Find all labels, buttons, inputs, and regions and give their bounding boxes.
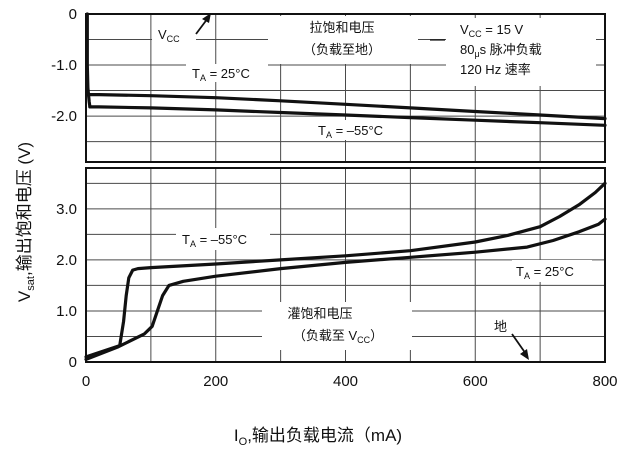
x-tick-label: 400 <box>333 373 358 390</box>
y-axis-title: Vsat,输出饱和电压 (V) <box>15 142 37 302</box>
top-panel-title-line: （负载至地） <box>303 42 381 57</box>
vcc-arrow-head <box>202 13 211 23</box>
bottom-panel-title-line: 灌饱和电压 <box>287 306 352 321</box>
annotations: 拉饱和电压 （负载至地） VCC = 15 V 80μs 脉冲负载 120 Hz 速率 V… <box>152 13 596 360</box>
top-title-backdrop <box>268 16 418 64</box>
bottom-y-tick-label: 1.0 <box>56 303 77 320</box>
bottom-series-ta-55-c <box>84 181 607 359</box>
top-y-tick-label: -1.0 <box>51 57 77 74</box>
top-y-tick-label: -2.0 <box>51 108 77 125</box>
bottom-55c-label-backdrop <box>176 228 270 250</box>
bottom-series-label-minus55c: TA = –55°C <box>182 232 247 249</box>
ground-arrow-head <box>520 349 529 360</box>
bottom-panel-title-line: （负载至 VCC） <box>293 328 383 345</box>
top-series-label-25c: TA = 25°C <box>192 66 250 83</box>
bottom-title-backdrop <box>262 302 412 350</box>
tick-labels: 0 -1.0 -2.0 0 1.0 2.0 3.0 0 200 400 600 800 <box>51 6 617 390</box>
conditions-backdrop <box>446 18 596 86</box>
bottom-y-tick-label: 2.0 <box>56 252 77 269</box>
top-series-startup <box>85 12 92 109</box>
ground-arrow-shaft <box>511 333 527 355</box>
panel-frames <box>85 13 606 363</box>
test-condition: VCC = 15 V <box>460 22 524 39</box>
bottom-series-ta-25-c <box>84 217 607 361</box>
test-condition: 80μs 脉冲负载 <box>460 42 542 59</box>
x-tick-label: 600 <box>463 373 488 390</box>
top-panel-frame <box>85 13 606 163</box>
top-25c-label-backdrop <box>186 64 268 82</box>
bottom-panel-frame <box>85 167 606 363</box>
top-55c-label-backdrop <box>312 120 404 140</box>
bottom-series-label-25c: TA = 25°C <box>516 264 574 281</box>
ground-marker-label: 地 <box>494 319 507 334</box>
top-panel-title-line: 拉饱和电压 <box>309 20 374 35</box>
bottom-25c-label-backdrop <box>512 260 592 282</box>
x-tick-label: 0 <box>82 373 90 390</box>
top-series-ta-55-c <box>88 105 607 127</box>
bottom-y-tick-label: 3.0 <box>56 201 77 218</box>
vcc-marker-backdrop <box>152 22 196 44</box>
x-tick-label: 800 <box>592 373 617 390</box>
x-tick-label: 200 <box>203 373 228 390</box>
top-y-tick-label: 0 <box>69 6 77 23</box>
bottom-y-tick-label: 0 <box>69 354 77 371</box>
test-condition: 120 Hz 速率 <box>460 62 531 77</box>
top-series-ta-25-c <box>88 92 607 121</box>
x-axis-title: IO,输出负载电流（mA) <box>234 426 402 448</box>
curves <box>84 12 607 361</box>
vcc-marker-label: VCC <box>158 27 180 44</box>
top-series-label-minus55c: TA = –55°C <box>318 123 383 140</box>
ground-marker-backdrop <box>490 316 512 336</box>
